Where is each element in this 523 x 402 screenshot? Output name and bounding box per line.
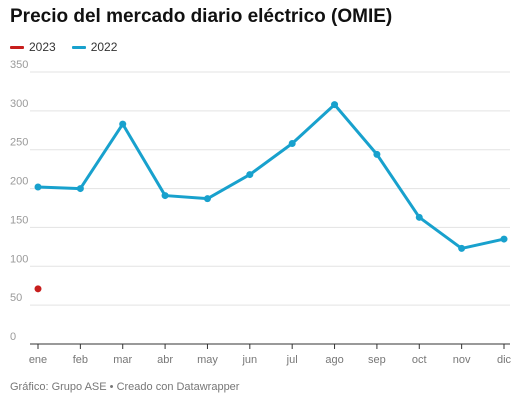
y-tick-label-150: 150 (10, 214, 28, 226)
x-tick-label-ene: ene (29, 354, 47, 366)
legend-swatch-2023 (10, 45, 24, 49)
data-point-2022-sep (373, 150, 381, 158)
data-point-2022-ene (34, 183, 42, 191)
x-tick-label-sep: sep (368, 354, 386, 366)
x-tick-label-may: may (197, 354, 218, 366)
data-point-2022-may (203, 195, 211, 203)
data-point-2022-feb (76, 185, 84, 193)
data-point-2022-ago (331, 101, 339, 109)
legend-item-2022: 2022 (71, 40, 118, 54)
y-tick-label-200: 200 (10, 176, 28, 188)
legend-swatch-2022 (71, 45, 86, 49)
y-tick-label-100: 100 (10, 253, 28, 265)
x-tick-label-ago: ago (325, 354, 343, 366)
x-tick-label-jun: jun (241, 354, 257, 366)
data-point-2022-abr (161, 192, 169, 200)
chart-footer: Gráfico: Grupo ASE • Creado con Datawrap… (10, 381, 240, 393)
y-tick-label-350: 350 (10, 59, 28, 71)
series-line-2022 (36, 103, 506, 250)
x-tick-label-nov: nov (453, 354, 471, 366)
data-point-2022-mar (119, 120, 127, 128)
data-point-2022-dic (500, 235, 508, 243)
y-tick-label-50: 50 (10, 292, 22, 304)
chart-legend: 2023 2022 (10, 40, 117, 54)
y-tick-label-0: 0 (10, 331, 16, 343)
data-point-2022-oct (415, 213, 423, 221)
chart-title: Precio del mercado diario eléctrico (OMI… (10, 6, 393, 27)
legend-label-2023: 2023 (29, 40, 56, 54)
data-point-2022-nov (458, 244, 466, 252)
y-tick-label-300: 300 (10, 98, 28, 110)
x-tick-label-oct: oct (412, 354, 427, 366)
x-tick-label-abr: abr (157, 354, 173, 366)
legend-item-2023: 2023 (10, 40, 56, 54)
line-chart: 0 50 100 150 200 250 300 350 ene feb mar abr may jun j… (10, 59, 512, 366)
data-point-2023-ene (34, 285, 42, 293)
x-tick-label-jul: jul (286, 354, 298, 366)
x-tick-label-dic: dic (497, 354, 512, 366)
legend-label-2022: 2022 (90, 40, 118, 54)
x-tick-label-feb: feb (73, 354, 88, 366)
data-point-2022-jun (246, 171, 254, 179)
y-tick-label-250: 250 (10, 137, 28, 149)
x-tick-label-mar: mar (113, 354, 132, 366)
data-point-2022-jul (288, 139, 296, 147)
